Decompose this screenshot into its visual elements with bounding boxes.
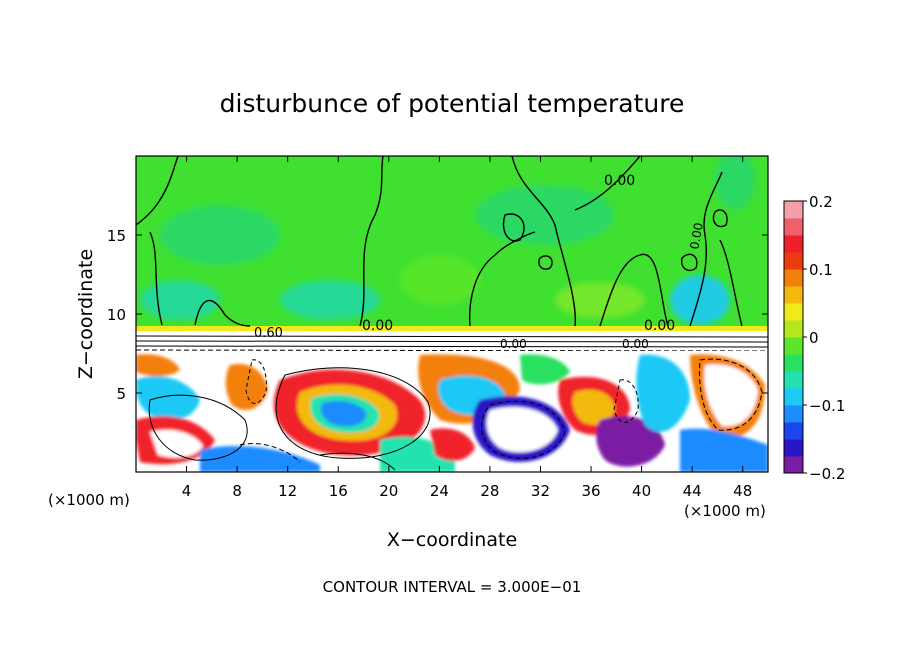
x-tick-label: 40 <box>632 482 651 500</box>
x-tick-label: 36 <box>581 482 600 500</box>
x-tick-label: 24 <box>430 482 449 500</box>
x-tick-label: 28 <box>480 482 499 500</box>
colorbar-tick-label: 0 <box>809 329 819 347</box>
colorbar-swatch <box>784 320 803 338</box>
x-axis-ticks: 4 8 12 16 20 24 28 32 36 40 44 48 <box>182 156 752 500</box>
y-axis-ticks: 5 10 15 <box>107 227 768 403</box>
colorbar-swatch <box>784 371 803 389</box>
y-tick-label: 5 <box>116 385 126 403</box>
contour-interval-label: CONTOUR INTERVAL = 3.000E−01 <box>323 578 582 596</box>
x-tick-label: 12 <box>278 482 297 500</box>
y-tick-label: 10 <box>107 306 126 324</box>
x-tick-label: 32 <box>531 482 550 500</box>
x-tick-label: 16 <box>329 482 348 500</box>
colorbar-swatch <box>784 252 803 270</box>
colorbar-swatch <box>784 422 803 440</box>
colorbar-swatch <box>784 405 803 423</box>
y-axis-label: Z−coordinate <box>75 249 97 379</box>
x-tick-label: 44 <box>683 482 702 500</box>
x-tick-label: 20 <box>379 482 398 500</box>
colorbar-swatch <box>784 456 803 474</box>
colorbar-swatch <box>784 218 803 236</box>
contour-label: 0.00 <box>362 318 393 334</box>
x-unit-left: (×1000 m) <box>48 491 130 509</box>
x-tick-label: 4 <box>182 482 192 500</box>
heatmap-field <box>136 156 768 472</box>
contour-label: 0.00 <box>622 337 649 351</box>
contour-label: 0.00 <box>687 222 705 251</box>
colorbar-swatch <box>784 286 803 304</box>
x-axis-label: X−coordinate <box>387 529 517 551</box>
colorbar-swatch <box>784 269 803 287</box>
colorbar-swatch <box>784 337 803 355</box>
contour-label: 0.00 <box>644 318 675 334</box>
colorbar-swatch <box>784 235 803 253</box>
x-tick-label: 48 <box>733 482 752 500</box>
contour-labels: 0.00 0.00 0.00 0.00 0.00 0.60 0.00 <box>254 173 706 351</box>
colorbar-swatch <box>784 439 803 457</box>
y-tick-label: 15 <box>107 227 126 245</box>
x-unit-right: (×1000 m) <box>684 502 766 520</box>
contour-label: 0.00 <box>500 337 527 351</box>
colorbar-tick-label: −0.1 <box>809 397 845 415</box>
colorbar-swatch <box>784 354 803 372</box>
chart-title: disturbunce of potential temperature <box>220 89 685 118</box>
contour-label: 0.60 <box>254 326 283 341</box>
colorbar-tick-label: −0.2 <box>809 465 845 483</box>
x-tick-label: 8 <box>232 482 242 500</box>
colorbar-tick-label: 0.1 <box>809 261 833 279</box>
inversion-band <box>136 326 768 331</box>
colorbar-swatch <box>784 201 803 219</box>
colorbar-swatch <box>784 388 803 406</box>
colorbar <box>783 200 804 474</box>
colorbar-ticks: 0.2 0.1 0 −0.1 −0.2 <box>803 193 845 483</box>
colorbar-swatch <box>784 303 803 321</box>
contour-label: 0.00 <box>604 173 635 189</box>
colorbar-tick-label: 0.2 <box>809 193 833 211</box>
